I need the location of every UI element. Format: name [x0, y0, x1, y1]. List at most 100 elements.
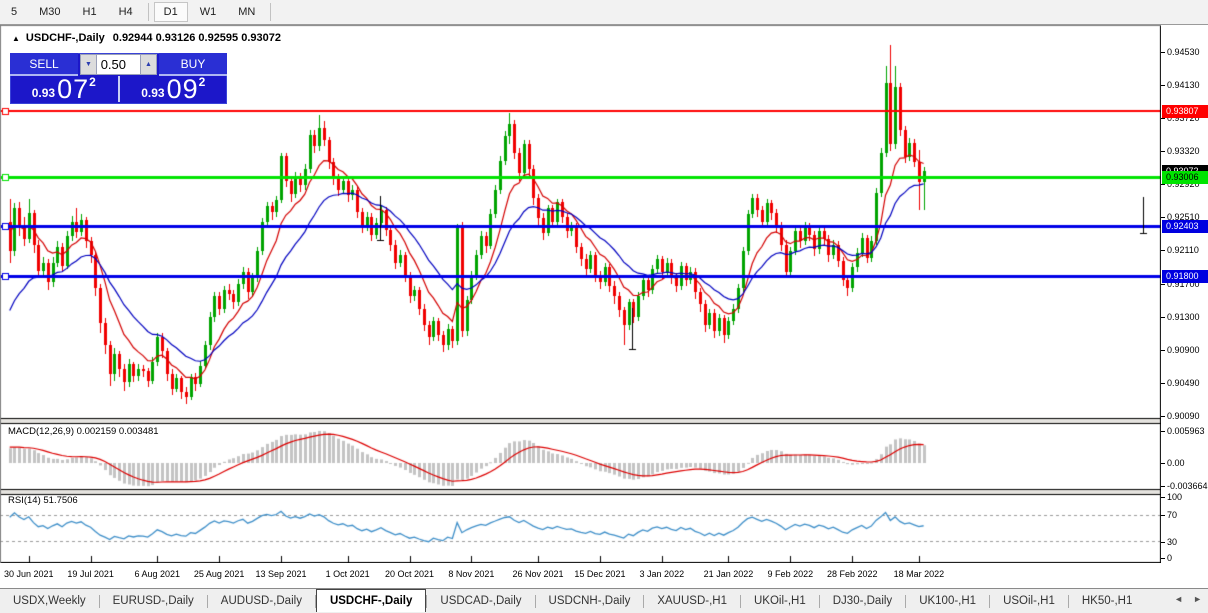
tab-scroll-arrows: ◄ ►: [1174, 594, 1202, 604]
price-badge: 0.92403: [1162, 220, 1208, 234]
tab-separator: [818, 594, 820, 608]
tab-separator: [905, 594, 907, 608]
tab-separator: [314, 594, 316, 608]
tab-audusd-daily[interactable]: AUDUSD-,Daily: [220, 594, 302, 607]
axis-tick: [1161, 383, 1165, 385]
tab-separator: [426, 594, 428, 608]
rsi-label: RSI(14) 51.7506: [8, 495, 78, 506]
axis-tick: [1161, 51, 1165, 53]
axis-tick: [1161, 150, 1165, 152]
tab-usdchf-daily[interactable]: USDCHF-,Daily: [315, 588, 427, 612]
date-label: 19 Jul 2021: [67, 569, 114, 579]
chart-tab-bar: USDX,Weekly EURUSD-,Daily AUDUSD-,Daily USD…: [0, 588, 1208, 613]
indicator-axis-label: 0.005963: [1167, 426, 1205, 436]
sell-price[interactable]: 0.93 07 2: [10, 74, 120, 104]
date-label: 15 Dec 2021: [574, 569, 626, 579]
axis-tick: [1161, 542, 1165, 543]
timeframe-toolbar: 5 M30 H1 H4 D1 W1 MN: [0, 0, 1208, 25]
price-badge: 0.93807: [1162, 105, 1208, 119]
tab-eurusd-daily[interactable]: EURUSD-,Daily: [112, 594, 194, 607]
price-badge: 0.91800: [1162, 269, 1208, 283]
volume-input[interactable]: 0.50: [97, 54, 140, 75]
axis-tick: [1161, 316, 1165, 318]
date-label: 25 Aug 2021: [193, 569, 245, 579]
tab-ukoil-h1[interactable]: UKOil-,H1: [753, 594, 806, 607]
timeframe-w1[interactable]: W1: [199, 6, 217, 18]
timeframe-5[interactable]: 5: [11, 6, 18, 18]
tab-scroll-left-icon[interactable]: ◄: [1174, 594, 1184, 604]
chart-ohlc-values: 0.92944 0.93126 0.92595 0.93072: [112, 32, 281, 44]
price-label: 0.93720: [1167, 113, 1200, 124]
axis-tick: [1161, 463, 1165, 464]
price-label: 0.92110: [1167, 245, 1199, 256]
indicator-axis-label: 70: [1167, 510, 1178, 520]
axis-tick: [1161, 486, 1165, 487]
price-label: 0.91700: [1167, 278, 1200, 289]
date-label: 13 Sep 2021: [255, 569, 307, 579]
price-label: 0.90900: [1167, 344, 1200, 355]
tab-separator: [643, 594, 645, 608]
price-label: 0.94530: [1167, 46, 1200, 57]
axis-tick: [1161, 283, 1165, 285]
buy-price[interactable]: 0.93 09 2: [120, 75, 228, 103]
tab-usdcnh-daily[interactable]: USDCNH-,Daily: [548, 594, 631, 607]
tab-usoil-h1[interactable]: USOil-,H1: [1003, 594, 1055, 607]
price-axis[interactable]: 0.94530 0.94130 0.93720 0.93320 0.92920 0.925…: [1161, 25, 1208, 563]
timeframe-h1[interactable]: H1: [82, 6, 97, 18]
date-label: 21 Jan 2022: [703, 569, 754, 579]
tab-usdx-weekly[interactable]: USDX,Weekly: [13, 594, 86, 607]
date-label: 30 Jun 2021: [3, 569, 54, 579]
axis-tick: [1161, 497, 1165, 498]
price-badge: 0.93006: [1162, 170, 1208, 184]
indicator-axis-label: 100: [1167, 492, 1183, 502]
price-label: 0.90090: [1167, 411, 1200, 421]
chart-symbol-period: USDCHF-,Daily: [25, 32, 105, 44]
timeframe-m30[interactable]: M30: [39, 6, 61, 18]
tab-xauusd-h1[interactable]: XAUUSD-,H1: [657, 594, 727, 607]
toolbar-separator: [147, 3, 149, 21]
indicator-axis-label: -0.003664: [1167, 481, 1208, 491]
axis-tick: [1161, 118, 1165, 120]
sell-button[interactable]: SELL: [10, 53, 78, 76]
volume-decrease-icon[interactable]: ▼: [80, 54, 97, 75]
buy-button[interactable]: BUY: [159, 53, 227, 76]
time-axis[interactable]: 30 Jun 2021 19 Jul 2021 6 Aug 2021 25 Aug 2…: [0, 563, 1161, 588]
buy-price-pip: 2: [198, 75, 206, 89]
date-label: 28 Feb 2022: [826, 569, 878, 579]
tab-separator: [206, 594, 208, 608]
macd-values: 0.002159 0.003481: [76, 426, 159, 437]
axis-tick: [1161, 250, 1165, 252]
tab-separator: [98, 594, 100, 608]
chart-window: ▲ USDCHF-,Daily 0.92944 0.93126 0.92595 0.…: [0, 25, 1208, 588]
price-chart-canvas[interactable]: [0, 25, 1161, 563]
tab-dj30-daily[interactable]: DJ30-,Daily: [832, 594, 893, 607]
one-click-trade-panel: SELL ▼ 0.50 ▲ BUY 0.93 07 2 0.93 09 2: [10, 53, 227, 104]
collapse-triangle-icon[interactable]: ▲: [12, 34, 20, 43]
sell-price-big: 07: [57, 74, 90, 104]
timeframe-h4[interactable]: H4: [118, 6, 133, 18]
price-label: 0.92510: [1167, 212, 1200, 223]
axis-tick: [1161, 416, 1165, 417]
tab-separator: [739, 594, 741, 608]
price-label: 0.93320: [1167, 145, 1200, 156]
tab-usdcad-daily[interactable]: USDCAD-,Daily: [440, 594, 522, 607]
indicator-axis-label: 0.00: [1167, 458, 1185, 468]
macd-label: MACD(12,26,9) 0.002159 0.003481: [8, 426, 159, 437]
date-label: 1 Oct 2021: [325, 569, 370, 579]
timeframe-mn[interactable]: MN: [238, 6, 256, 18]
tab-scroll-right-icon[interactable]: ►: [1193, 594, 1202, 604]
chart-title: ▲ USDCHF-,Daily 0.92944 0.93126 0.92595 0.…: [12, 32, 281, 44]
tab-uk100-h1[interactable]: UK100-,H1: [919, 594, 977, 607]
axis-tick: [1161, 217, 1165, 219]
date-label: 8 Nov 2021: [448, 569, 495, 579]
axis-tick: [1161, 431, 1165, 432]
axis-tick: [1161, 515, 1165, 516]
date-label: 26 Nov 2021: [512, 569, 564, 579]
volume-increase-icon[interactable]: ▲: [140, 54, 157, 75]
tab-hk50-h1[interactable]: HK50-,H1: [1081, 594, 1133, 607]
axis-tick: [1161, 349, 1165, 351]
timeframe-d1[interactable]: D1: [153, 2, 188, 22]
price-label: 0.90490: [1167, 378, 1200, 389]
indicator-axis-label: 0: [1167, 553, 1173, 563]
tab-separator: [1067, 594, 1069, 608]
